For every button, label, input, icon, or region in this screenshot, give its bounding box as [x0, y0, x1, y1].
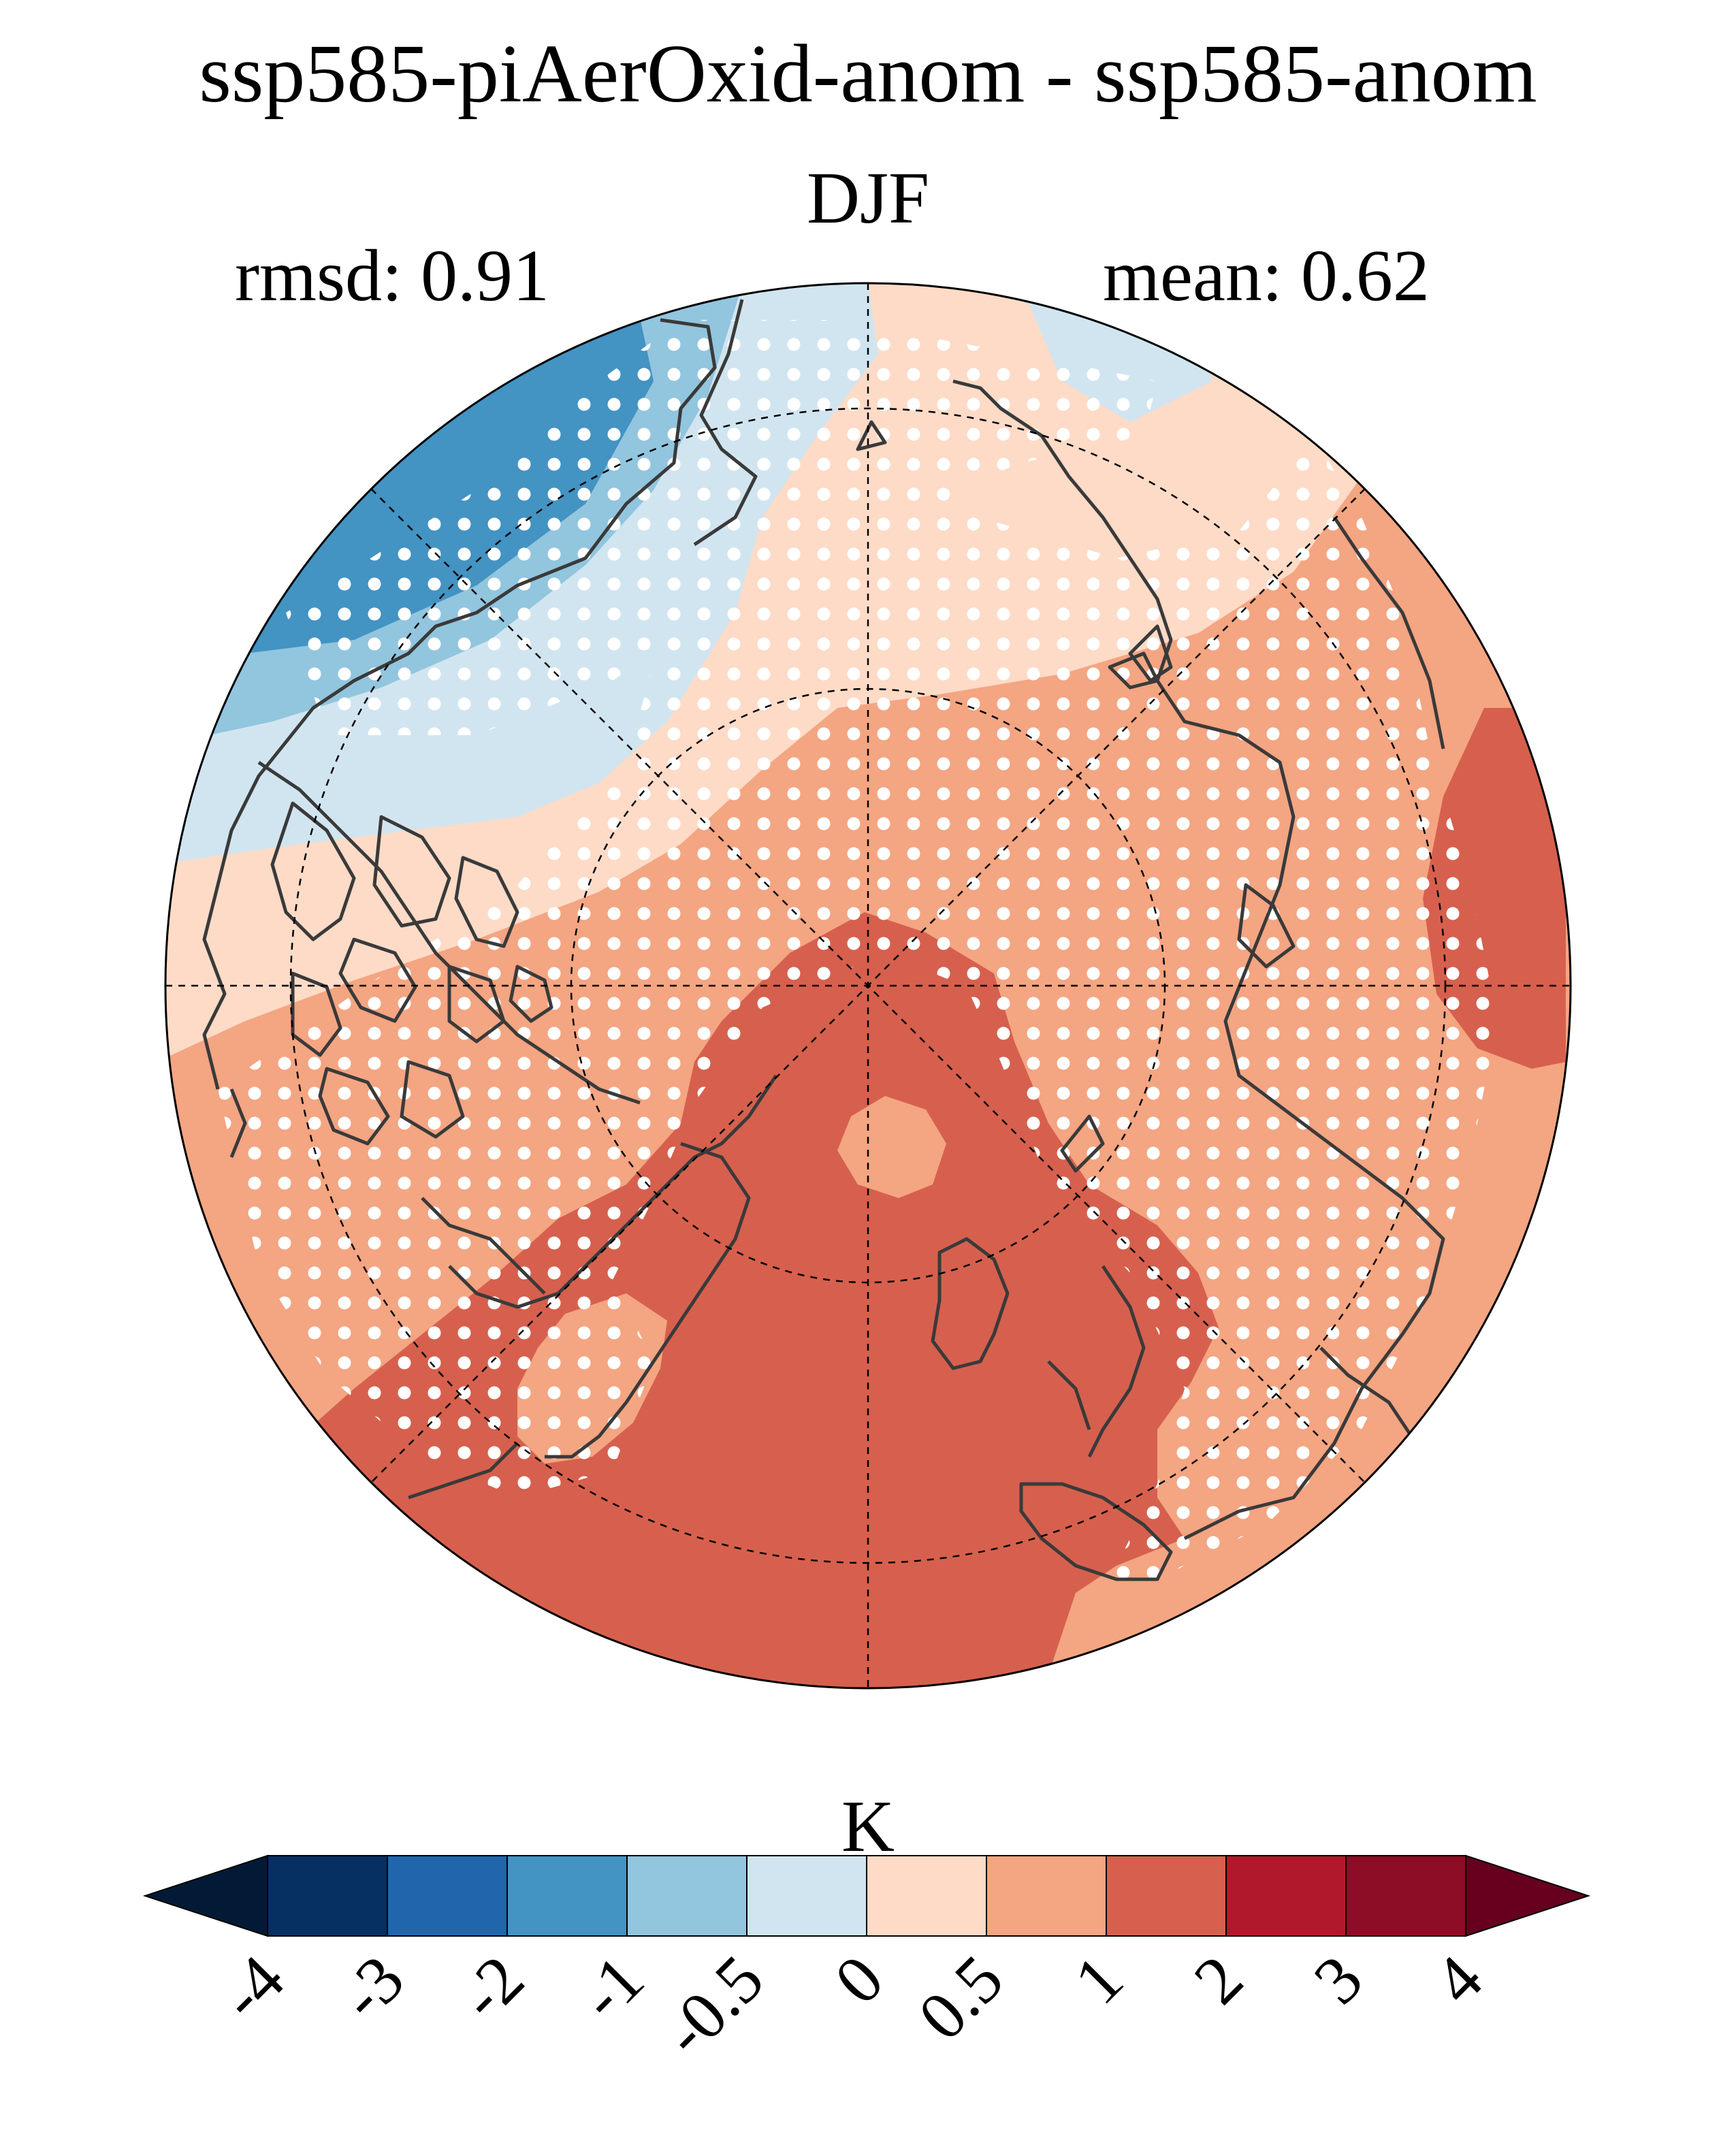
colorbar-tick-label: 0: [820, 1941, 898, 2018]
colorbar-bin: [866, 1855, 987, 1937]
colorbar-tick-label: -3: [325, 1941, 418, 2034]
colorbar-tick-label: -0.5: [648, 1941, 777, 2070]
colorbar-under-arrow: [142, 1854, 268, 1937]
colorbar-tick-label: -4: [205, 1941, 298, 2034]
colorbar-units-label: K: [841, 1786, 895, 1867]
colorbar-bin: [626, 1855, 748, 1937]
colorbar-bin: [986, 1855, 1107, 1937]
colorbar-tick-label: -1: [564, 1941, 658, 2034]
colorbar-tick-label: 1: [1060, 1941, 1138, 2018]
colorbar-over-arrow: [1465, 1854, 1591, 1937]
colorbar-bin: [746, 1855, 867, 1937]
colorbar-bin: [387, 1855, 508, 1937]
field-salmon-hole: [837, 1096, 946, 1198]
colorbar-bin: [1345, 1855, 1466, 1937]
field-red: [293, 912, 1219, 1688]
rmsd-stat: rmsd: 0.91: [235, 236, 550, 317]
figure-title: ssp585-piAerOxid-anom - ssp585-anom: [199, 28, 1537, 120]
stippling-dots: [218, 381, 1498, 1593]
colorbar-tick-label: 0.5: [904, 1941, 1018, 2054]
colorbar: -4 -3 -2 -1-0.5 0 0.5 1 2 3 4: [142, 1854, 1591, 2071]
colorbar-bin: [1106, 1855, 1227, 1937]
colorbar-tick-label: 4: [1419, 1941, 1497, 2018]
season-label: DJF: [806, 158, 930, 239]
colorbar-tick-label: -2: [445, 1941, 538, 2034]
mean-stat: mean: 0.62: [1103, 236, 1430, 317]
colorbar-bin: [1225, 1855, 1347, 1937]
colorbar-tick-label: 2: [1180, 1941, 1257, 2018]
colorbar-bin: [507, 1855, 628, 1937]
field-strong-blue: [204, 286, 654, 653]
graticule: [165, 283, 1571, 1688]
colorbar-bin: [267, 1855, 388, 1937]
map-boundary: [164, 282, 1572, 1690]
colorbar-tick-label: 3: [1300, 1941, 1377, 2018]
coastlines: [202, 299, 1445, 1581]
